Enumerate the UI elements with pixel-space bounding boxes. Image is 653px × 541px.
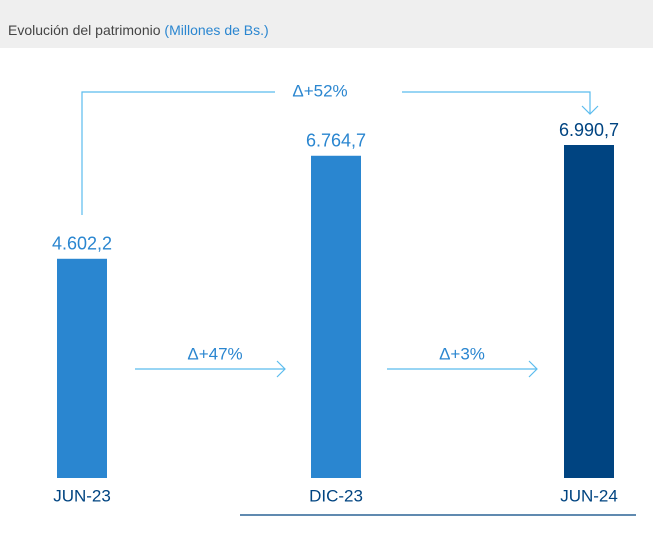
x-tick-label: JUN-24 bbox=[560, 486, 618, 505]
x-tick-label: JUN-23 bbox=[53, 486, 111, 505]
annotation: Δ+52% bbox=[292, 81, 347, 100]
annotation: Δ+3% bbox=[439, 344, 485, 363]
value-label: 6.990,7 bbox=[559, 120, 619, 140]
bar bbox=[311, 155, 361, 478]
header-band bbox=[0, 0, 653, 48]
value-label: 6.764,7 bbox=[306, 131, 366, 151]
arrow-line bbox=[81, 91, 275, 215]
chart-title: Evolución del patrimonio bbox=[8, 22, 161, 38]
arrow-line bbox=[402, 91, 591, 114]
annotation: Δ+47% bbox=[187, 344, 242, 363]
chart-subtitle: (Millones de Bs.) bbox=[164, 22, 268, 38]
bar bbox=[57, 258, 107, 478]
bar bbox=[564, 145, 614, 478]
x-tick-label: DIC-23 bbox=[309, 486, 363, 505]
chart-header: Evolución del patrimonio (Millones de Bs… bbox=[8, 22, 269, 38]
arrow-head bbox=[528, 360, 538, 378]
value-label: 4.602,2 bbox=[52, 234, 112, 254]
arrows bbox=[81, 91, 599, 378]
arrow-head bbox=[581, 105, 599, 115]
arrow-head bbox=[276, 360, 286, 378]
